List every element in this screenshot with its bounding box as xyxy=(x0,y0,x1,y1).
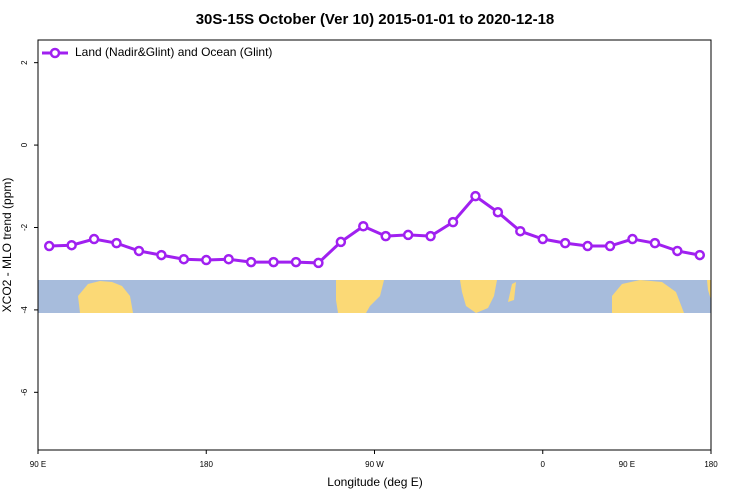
point xyxy=(425,230,436,242)
point xyxy=(245,256,257,268)
point xyxy=(627,233,638,245)
point xyxy=(694,249,706,261)
legend-label: Land (Nadir&Glint) and Ocean (Glint) xyxy=(75,45,272,59)
land xyxy=(460,280,497,313)
y-tick-label: 0 xyxy=(20,142,29,147)
legend-marker xyxy=(49,47,61,59)
point xyxy=(582,240,593,252)
y-tick-label: -4 xyxy=(20,306,29,314)
x-tick-label: 90 E xyxy=(619,460,635,469)
land xyxy=(336,280,384,313)
point xyxy=(290,256,302,268)
x-tick-label: 90 E xyxy=(30,460,46,469)
y-tick-label: -6 xyxy=(20,388,29,396)
point xyxy=(335,236,347,248)
point xyxy=(313,257,324,269)
point xyxy=(358,221,369,232)
y-tick-label: 2 xyxy=(20,60,29,65)
point xyxy=(402,229,414,241)
point xyxy=(470,190,481,202)
point xyxy=(559,237,571,249)
x-axis-label: Longitude (deg E) xyxy=(327,475,422,489)
x-tick-label: 90 W xyxy=(365,460,384,469)
point xyxy=(223,253,234,265)
point xyxy=(380,230,391,242)
chart-title: 30S-15S October (Ver 10) 2015-01-01 to 2… xyxy=(196,11,555,28)
legend: Land (Nadir&Glint) and Ocean (Glint) xyxy=(42,45,272,59)
land xyxy=(612,280,684,313)
y-axis-label: XCO2 - MLO trend (ppm) xyxy=(0,178,14,313)
series-line xyxy=(49,194,701,265)
land xyxy=(707,280,711,300)
x-tick-label: 180 xyxy=(200,460,214,469)
point xyxy=(268,256,279,268)
point xyxy=(156,249,167,261)
point xyxy=(66,239,77,251)
point xyxy=(133,245,145,257)
point xyxy=(111,237,122,249)
point xyxy=(515,225,526,237)
x-tick-label: 180 xyxy=(704,460,718,469)
point xyxy=(447,216,459,228)
land xyxy=(78,281,133,313)
point xyxy=(492,206,504,218)
point xyxy=(649,237,661,249)
point xyxy=(537,233,548,245)
point xyxy=(178,253,190,265)
x-tick-label: 0 xyxy=(541,460,546,469)
point xyxy=(604,240,616,252)
point xyxy=(88,233,100,245)
map-strip xyxy=(38,280,711,313)
point xyxy=(672,245,683,257)
point xyxy=(43,240,55,252)
y-tick-label: -2 xyxy=(20,223,29,231)
point xyxy=(201,254,212,266)
land xyxy=(508,282,516,302)
